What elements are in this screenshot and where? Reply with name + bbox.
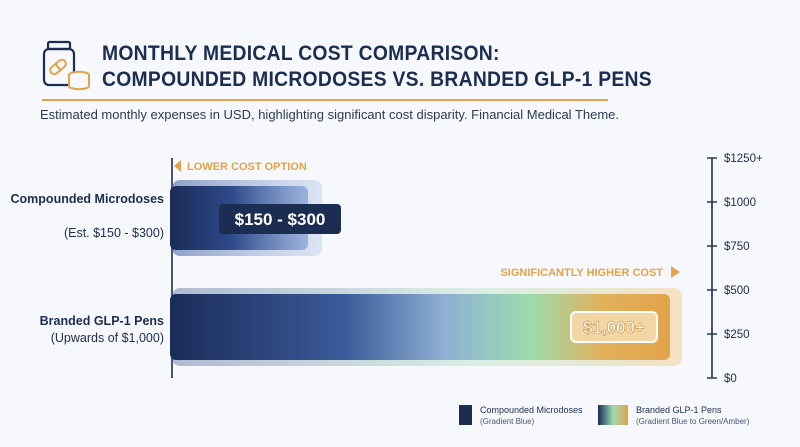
svg-text:$1,000+: $1,000+ bbox=[583, 318, 645, 337]
bar-branded bbox=[170, 294, 670, 360]
title-underline bbox=[42, 99, 608, 101]
chart-title-line-1: MONTHLY MEDICAL COST COMPARISON: bbox=[102, 42, 500, 65]
axis-tick-label: $1000 bbox=[724, 197, 756, 209]
legend-note-compounded: (Gradient Blue) bbox=[480, 417, 535, 426]
right-arrow-icon bbox=[671, 266, 680, 278]
axis-tick-label: $750 bbox=[724, 241, 750, 253]
legend-note-branded: (Gradient Blue to Green/Amber) bbox=[636, 417, 750, 426]
data-label-compounded: $150 - $300 bbox=[219, 204, 341, 234]
chart-subtitle: Estimated monthly expenses in USD, highl… bbox=[40, 107, 620, 122]
category-label-compounded: Compounded Microdoses bbox=[11, 192, 165, 206]
axis-tick-label: $1250+ bbox=[724, 153, 763, 165]
category-sublabel-compounded: (Est. $150 - $300) bbox=[64, 226, 164, 240]
chart-header: MONTHLY MEDICAL COST COMPARISON: COMPOUN… bbox=[38, 38, 758, 100]
legend-label-compounded: Compounded Microdoses bbox=[480, 405, 583, 415]
axis-tick-label: $250 bbox=[724, 329, 750, 341]
left-arrow-icon bbox=[174, 160, 181, 172]
svg-text:LOWER COST OPTION: LOWER COST OPTION bbox=[187, 161, 307, 173]
legend-label-branded: Branded GLP-1 Pens bbox=[636, 405, 722, 415]
chart-title-line-2: COMPOUNDED MICRODOSES VS. BRANDED GLP-1 … bbox=[102, 68, 652, 91]
svg-text:SIGNIFICANTLY HIGHER COST: SIGNIFICANTLY HIGHER COST bbox=[500, 267, 663, 279]
legend-swatch-compounded bbox=[459, 405, 472, 425]
svg-text:$150 - $300: $150 - $300 bbox=[235, 210, 326, 229]
annotation-higher-cost: SIGNIFICANTLY HIGHER COST bbox=[500, 266, 680, 279]
category-label-branded: Branded GLP-1 Pens bbox=[40, 314, 164, 328]
category-sublabel-branded: (Upwards of $1,000) bbox=[51, 331, 164, 345]
axis-tick-label: $0 bbox=[724, 373, 737, 385]
medicine-bottle-coins-icon bbox=[42, 40, 90, 91]
data-label-branded: $1,000+ bbox=[570, 311, 658, 343]
value-axis: $0 $250 $500 $750 $1000 $1250+ bbox=[707, 153, 763, 385]
legend-swatch-branded bbox=[598, 405, 628, 425]
chart-legend: Compounded Microdoses (Gradient Blue) Br… bbox=[459, 405, 750, 426]
axis-tick-label: $500 bbox=[724, 285, 750, 297]
annotation-lower-cost: LOWER COST OPTION bbox=[174, 160, 307, 173]
